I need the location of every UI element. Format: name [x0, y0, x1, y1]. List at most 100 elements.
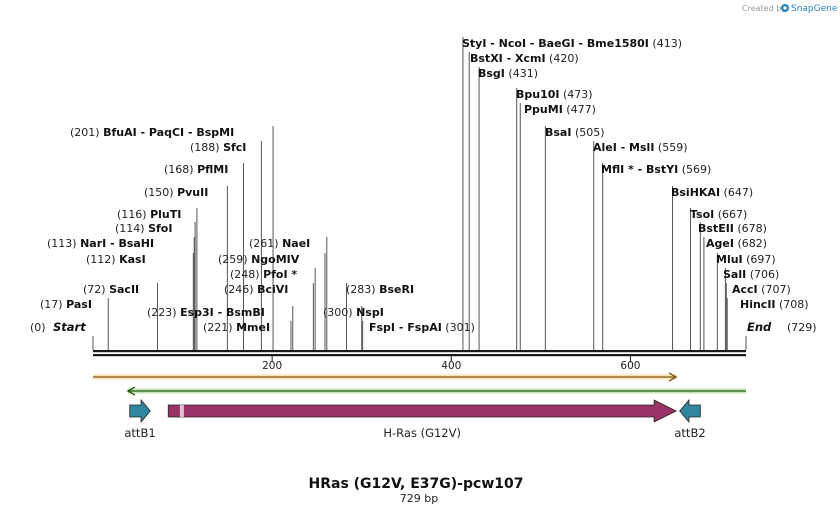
- orf-arrow-reverse[interactable]: [126, 386, 747, 396]
- enzyme-label-bcivi[interactable]: (246) BciVI: [224, 283, 288, 296]
- feature-h-ras-g12v[interactable]: H-Ras (G12V): [167, 399, 678, 440]
- enzyme-name: BsgI: [478, 67, 505, 80]
- enzyme-label-mfli[interactable]: MflI * - BstYI (569): [601, 163, 711, 176]
- enzyme-name: AgeI: [706, 237, 734, 250]
- enzyme-name: TsoI: [690, 208, 714, 221]
- start-position: (0): [30, 321, 46, 334]
- enzyme-label-bsihkai[interactable]: BsiHKAI (647): [671, 186, 753, 199]
- enzyme-cut-position: (188): [190, 141, 223, 154]
- feature-attb1[interactable]: attB1: [124, 398, 156, 440]
- enzyme-label-bfuai[interactable]: (201) BfuAI - PaqCI - BspMI: [70, 126, 234, 139]
- enzyme-label-styi[interactable]: StyI - NcoI - BaeGI - Bme1580I (413): [462, 37, 682, 50]
- enzyme-cut-position: (114): [115, 222, 148, 235]
- enzyme-label-tsoi[interactable]: TsoI (667): [690, 208, 747, 221]
- enzyme-label-mlui[interactable]: MluI (697): [716, 253, 776, 266]
- feature-arrows: attB1 H-Ras (G12V) attB2: [124, 398, 706, 440]
- enzyme-cut-position: (259): [218, 253, 251, 266]
- enzyme-label-ppumi[interactable]: PpuMI (477): [524, 103, 596, 116]
- enzyme-label-pluti[interactable]: (116) PluTI: [117, 208, 181, 221]
- feature-shape: [679, 398, 701, 424]
- enzyme-name: BsaI: [545, 126, 571, 139]
- enzyme-cut-position: (431): [505, 67, 538, 80]
- enzyme-name: PluTI: [150, 208, 181, 221]
- end-label: End: [747, 320, 772, 334]
- enzyme-label-sacii[interactable]: (72) SacII: [83, 283, 139, 296]
- enzyme-label-pfoi[interactable]: (248) PfoI *: [230, 268, 297, 281]
- enzyme-name: HincII: [740, 298, 776, 311]
- enzyme-cut-position: (116): [117, 208, 150, 221]
- enzyme-name: BstEII: [698, 222, 734, 235]
- enzyme-cut-position: (697): [743, 253, 776, 266]
- enzyme-name: SalI: [723, 268, 746, 281]
- enzyme-name: PvuII: [177, 186, 208, 199]
- enzyme-cut-position: (150): [144, 186, 177, 199]
- scale-ticks: 200 400 600: [262, 356, 640, 372]
- feature-shape: [167, 399, 678, 423]
- feature-label: H-Ras (G12V): [383, 426, 461, 440]
- enzyme-name: BstXI - XcmI: [470, 52, 546, 65]
- enzyme-label-ngomiv[interactable]: (259) NgoMIV: [218, 253, 300, 266]
- enzyme-cut-position: (201): [70, 126, 103, 139]
- map-length: 729 bp: [400, 492, 438, 505]
- enzyme-cut-position: (708): [776, 298, 809, 311]
- enzyme-cut-position: (647): [720, 186, 753, 199]
- enzyme-label-nspi[interactable]: (300) NspI: [323, 306, 384, 319]
- enzyme-cut-position: (682): [734, 237, 767, 250]
- enzyme-name: BsiHKAI: [671, 186, 720, 199]
- enzyme-label-bpu10i[interactable]: Bpu10I (473): [516, 88, 593, 101]
- enzyme-label-bseri[interactable]: (283) BseRI: [346, 283, 414, 296]
- enzyme-label-sfci[interactable]: (188) SfcI: [190, 141, 246, 154]
- enzyme-label-sali[interactable]: SalI (706): [723, 268, 779, 281]
- enzyme-name: BfuAI - PaqCI - BspMI: [103, 126, 234, 139]
- enzyme-label-mmei[interactable]: (221) MmeI: [203, 321, 270, 334]
- enzyme-name: BciVI: [257, 283, 288, 296]
- enzyme-label-fspi[interactable]: FspI - FspAI (301): [369, 321, 475, 334]
- enzyme-label-bsai[interactable]: BsaI (505): [545, 126, 605, 139]
- enzyme-name: StyI - NcoI - BaeGI - Bme1580I: [462, 37, 649, 50]
- enzyme-cut-position: (168): [164, 163, 197, 176]
- enzyme-label-sfoi[interactable]: (114) SfoI: [115, 222, 172, 235]
- feature-attb2[interactable]: attB2: [674, 398, 706, 440]
- enzyme-label-pasi[interactable]: (17) PasI: [40, 298, 92, 311]
- enzyme-cut-position: (569): [678, 163, 711, 176]
- enzyme-label-pvuii[interactable]: (150) PvuII: [144, 186, 208, 199]
- enzyme-name: NaeI: [282, 237, 310, 250]
- enzyme-label-alei[interactable]: AleI - MslI (559): [593, 141, 688, 154]
- snapgene-logo-icon: [781, 4, 789, 12]
- enzyme-label-hincii[interactable]: HincII (708): [740, 298, 809, 311]
- enzyme-cut-position: (261): [249, 237, 282, 250]
- enzyme-cut-position: (706): [746, 268, 779, 281]
- enzyme-name: NspI: [356, 306, 384, 319]
- enzyme-cut-position: (221): [203, 321, 236, 334]
- enzyme-cut-position: (505): [571, 126, 604, 139]
- enzyme-cut-position: (248): [230, 268, 263, 281]
- enzyme-label-agei[interactable]: AgeI (682): [706, 237, 767, 250]
- enzyme-name: MmeI: [236, 321, 270, 334]
- enzyme-name: Bpu10I: [516, 88, 560, 101]
- enzyme-label-nari[interactable]: (113) NarI - BsaHI: [47, 237, 154, 250]
- enzyme-cut-position: (246): [224, 283, 257, 296]
- orf-arrow-forward[interactable]: [93, 372, 678, 382]
- enzyme-labels: StyI - NcoI - BaeGI - Bme1580I (413) BstX…: [40, 37, 809, 334]
- enzyme-label-bsgi[interactable]: BsgI (431): [478, 67, 538, 80]
- enzyme-cut-position: (301): [442, 321, 475, 334]
- watermark-brand: SnapGene: [791, 4, 838, 14]
- watermark-prefix: Created by: [742, 4, 786, 13]
- enzyme-name: KasI: [119, 253, 146, 266]
- enzyme-cut-position: (112): [86, 253, 119, 266]
- enzyme-name: PasI: [66, 298, 92, 311]
- enzyme-label-acci[interactable]: AccI (707): [732, 283, 791, 296]
- enzyme-label-kasi[interactable]: (112) KasI: [86, 253, 146, 266]
- feature-label: attB2: [674, 426, 705, 440]
- enzyme-cut-position: (559): [654, 141, 687, 154]
- enzyme-label-esp3i[interactable]: (223) Esp3I - BsmBI: [147, 306, 265, 319]
- enzyme-label-bsteii[interactable]: BstEII (678): [698, 222, 767, 235]
- enzyme-label-naei[interactable]: (261) NaeI: [249, 237, 310, 250]
- enzyme-name: MflI * - BstYI: [601, 163, 678, 176]
- enzyme-cut-position: (113): [47, 237, 80, 250]
- enzyme-cut-position: (667): [714, 208, 747, 221]
- enzyme-label-bstxi[interactable]: BstXI - XcmI (420): [470, 52, 579, 65]
- enzyme-label-pflmi[interactable]: (168) PflMI: [164, 163, 228, 176]
